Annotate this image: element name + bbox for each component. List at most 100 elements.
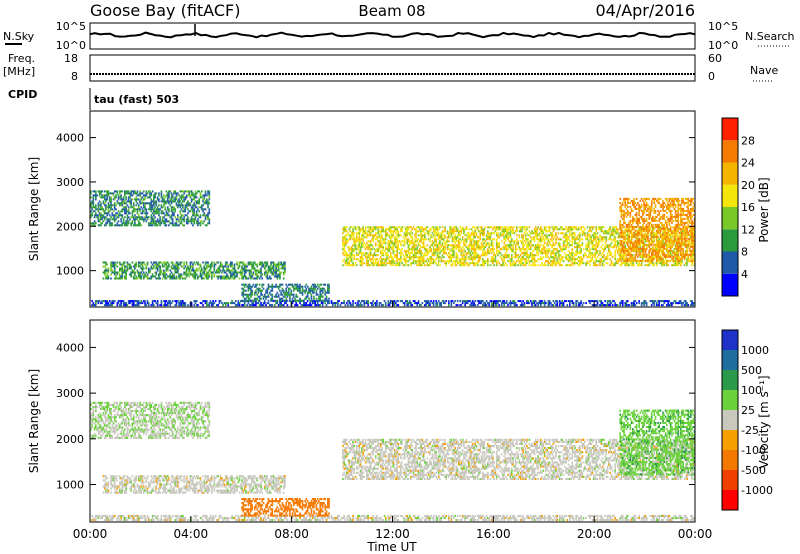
heatmap-cell: [182, 206, 184, 208]
heatmap-cell: [408, 228, 410, 230]
heatmap-cell: [177, 216, 179, 218]
heatmap-cell: [453, 254, 455, 256]
heatmap-cell: [511, 226, 513, 228]
heatmap-cell: [442, 254, 444, 256]
heatmap-cell: [597, 300, 599, 302]
heatmap-cell: [201, 196, 203, 198]
heatmap-cell: [174, 200, 176, 202]
heatmap-cell: [526, 232, 528, 234]
heatmap-cell: [430, 260, 432, 262]
heatmap-cell: [264, 294, 266, 296]
heatmap-cell: [365, 244, 367, 246]
heatmap-cell: [382, 252, 384, 254]
heatmap-cell: [638, 300, 640, 302]
heatmap-cell: [380, 238, 382, 240]
heatmap-cell: [583, 302, 585, 304]
heatmap-cell: [506, 300, 508, 302]
heatmap-cell: [93, 198, 95, 200]
heatmap-cell: [109, 220, 111, 222]
heatmap-cell: [573, 264, 575, 266]
heatmap-cell: [258, 302, 260, 304]
heatmap-cell: [485, 302, 487, 304]
heatmap-cell: [434, 254, 436, 256]
heatmap-cell: [487, 260, 489, 262]
heatmap-cell: [119, 212, 121, 214]
heatmap-cell: [95, 192, 97, 194]
heatmap-cell: [549, 226, 551, 228]
heatmap-cell: [256, 264, 258, 266]
heatmap-cell: [544, 246, 546, 248]
heatmap-cell: [497, 260, 499, 262]
heatmap-cell: [541, 228, 543, 230]
heatmap-cell: [181, 208, 183, 210]
heatmap-cell: [115, 214, 117, 216]
heatmap-cell: [456, 264, 458, 266]
heatmap-cell: [176, 196, 178, 198]
heatmap-cell: [525, 248, 527, 250]
heatmap-cell: [472, 238, 474, 240]
heatmap-cell: [448, 248, 450, 250]
heatmap-cell: [511, 238, 513, 240]
heatmap-cell: [261, 286, 263, 288]
heatmap-cell: [256, 274, 258, 276]
heatmap-cell: [118, 210, 120, 212]
heatmap-cell: [151, 278, 153, 280]
heatmap-cell: [206, 300, 208, 302]
heatmap-cell: [263, 288, 265, 290]
heatmap-cell: [548, 244, 550, 246]
heatmap-cell: [447, 246, 449, 248]
heatmap-cell: [526, 260, 528, 262]
heatmap-cell: [120, 194, 122, 196]
heatmap-cell: [161, 300, 163, 302]
heatmap-cell: [125, 212, 127, 214]
heatmap-cell: [434, 252, 436, 254]
heatmap-cell: [548, 252, 550, 254]
heatmap-cell: [178, 194, 180, 196]
heatmap-cell: [495, 254, 497, 256]
heatmap-cell: [507, 234, 509, 236]
heatmap-cell: [515, 246, 517, 248]
heatmap-cell: [448, 304, 450, 306]
heatmap-cell: [284, 272, 286, 274]
heatmap-cell: [171, 202, 173, 204]
heatmap-cell: [370, 240, 372, 242]
heatmap-cell: [311, 298, 313, 300]
heatmap-cell: [207, 278, 209, 280]
heatmap-cell: [687, 304, 689, 306]
heatmap-cell: [259, 278, 261, 280]
heatmap-cell: [163, 266, 165, 268]
heatmap-cell: [197, 270, 199, 272]
heatmap-cell: [279, 278, 281, 280]
heatmap-cell: [568, 230, 570, 232]
heatmap-cell: [534, 262, 536, 264]
heatmap-cell: [448, 234, 450, 236]
heatmap-cell: [516, 304, 518, 306]
heatmap-cell: [277, 292, 279, 294]
heatmap-cell: [293, 290, 295, 292]
heatmap-cell: [353, 256, 355, 258]
heatmap-cell: [134, 210, 136, 212]
heatmap-cell: [244, 274, 246, 276]
heatmap-cell: [157, 224, 159, 226]
heatmap-cell: [461, 260, 463, 262]
heatmap-cell: [169, 190, 171, 192]
heatmap-cell: [132, 222, 134, 224]
heatmap-cell: [148, 304, 150, 306]
heatmap-cell: [540, 256, 542, 258]
heatmap-cell: [260, 272, 262, 274]
heatmap-cell: [125, 276, 127, 278]
heatmap-cell: [471, 242, 473, 244]
heatmap-cell: [198, 200, 200, 202]
heatmap-cell: [288, 290, 290, 292]
heatmap-cell: [127, 262, 129, 264]
heatmap-cell: [408, 246, 410, 248]
heatmap-cell: [574, 234, 576, 236]
station-title: Goose Bay (fitACF): [90, 1, 240, 20]
heatmap-cell: [134, 274, 136, 276]
heatmap-cell: [149, 270, 151, 272]
heatmap-cell: [106, 300, 108, 302]
heatmap-cell: [345, 304, 347, 306]
heatmap-cell: [253, 264, 255, 266]
heatmap-cell: [579, 234, 581, 236]
heatmap-cell: [554, 228, 556, 230]
